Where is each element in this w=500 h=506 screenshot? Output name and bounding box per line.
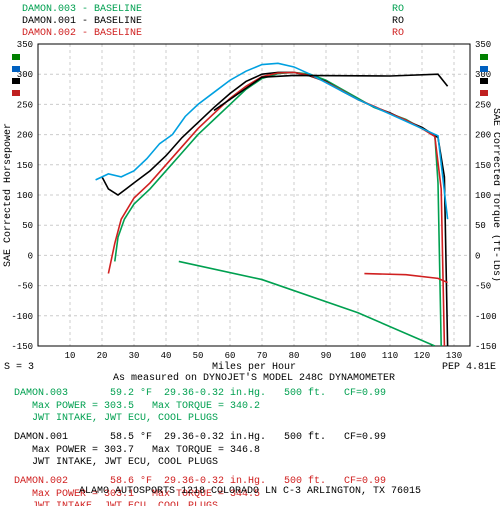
- svg-text:50: 50: [22, 221, 33, 231]
- color-swatch: [480, 66, 488, 72]
- svg-text:SAE Corrected Torque (ft-lbs): SAE Corrected Torque (ft-lbs): [490, 108, 500, 282]
- svg-text:-100: -100: [11, 312, 33, 322]
- svg-text:100: 100: [475, 191, 491, 201]
- svg-text:30: 30: [129, 351, 140, 361]
- svg-text:10: 10: [65, 351, 76, 361]
- svg-text:80: 80: [289, 351, 300, 361]
- color-swatch: [12, 54, 20, 60]
- svg-text:100: 100: [17, 191, 33, 201]
- svg-text:50: 50: [193, 351, 204, 361]
- svg-text:150: 150: [475, 161, 491, 171]
- svg-text:90: 90: [321, 351, 332, 361]
- svg-text:0: 0: [475, 251, 480, 261]
- legend-right: RO: [392, 4, 404, 15]
- svg-text:100: 100: [350, 351, 366, 361]
- svg-text:200: 200: [475, 131, 491, 141]
- color-swatch: [480, 78, 488, 84]
- svg-text:-50: -50: [475, 282, 491, 292]
- svg-text:PEP 4.81E: PEP 4.81E: [442, 362, 496, 373]
- dyno-chart: 10 20 30 40 50 60 70 80 90 100 110 120 130 -150 -100 -5…: [0, 0, 500, 382]
- svg-text:150: 150: [17, 161, 33, 171]
- footer-line: ALAMO AUTOSPORTS 1218 COLORADO LN C-3 AR…: [0, 486, 500, 497]
- svg-text:Miles per Hour: Miles per Hour: [212, 361, 296, 373]
- color-swatch: [12, 66, 20, 72]
- run-info-block: DAMON.001 58.5 °F 29.36-0.32 in.Hg. 500 …: [14, 432, 386, 470]
- svg-text:130: 130: [446, 351, 462, 361]
- svg-text:250: 250: [475, 100, 491, 110]
- legend-item: DAMON.002 - BASELINE: [22, 28, 142, 39]
- svg-text:SAE Corrected Horsepower: SAE Corrected Horsepower: [2, 123, 14, 267]
- svg-text:-150: -150: [11, 342, 33, 352]
- svg-text:-100: -100: [475, 312, 497, 322]
- color-swatch: [12, 78, 20, 84]
- dyno-sheet: DAMON.003 - BASELINE RO DAMON.001 - BASELI…: [0, 0, 500, 506]
- run-info-block: DAMON.003 59.2 °F 29.36-0.32 in.Hg. 500 …: [14, 388, 386, 426]
- svg-text:350: 350: [17, 40, 33, 50]
- svg-text:120: 120: [414, 351, 430, 361]
- color-swatch: [480, 54, 488, 60]
- legend-item: DAMON.003 - BASELINE: [22, 4, 142, 15]
- svg-text:50: 50: [475, 221, 486, 231]
- color-swatch: [480, 90, 488, 96]
- legend-item: DAMON.001 - BASELINE: [22, 16, 142, 27]
- svg-text:-50: -50: [17, 282, 33, 292]
- svg-text:60: 60: [225, 351, 236, 361]
- svg-text:40: 40: [161, 351, 172, 361]
- color-swatch: [12, 90, 20, 96]
- svg-text:200: 200: [17, 131, 33, 141]
- svg-text:350: 350: [475, 40, 491, 50]
- svg-text:0: 0: [28, 251, 33, 261]
- svg-text:20: 20: [97, 351, 108, 361]
- svg-text:250: 250: [17, 100, 33, 110]
- svg-text:70: 70: [257, 351, 268, 361]
- legend-right: RO: [392, 28, 404, 39]
- legend-right: RO: [392, 16, 404, 27]
- svg-text:110: 110: [382, 351, 398, 361]
- svg-text:-150: -150: [475, 342, 497, 352]
- svg-text:As measured on DYNOJET'S MODEL: As measured on DYNOJET'S MODEL 248C DYNA…: [113, 372, 395, 382]
- svg-text:S = 3: S = 3: [4, 362, 34, 373]
